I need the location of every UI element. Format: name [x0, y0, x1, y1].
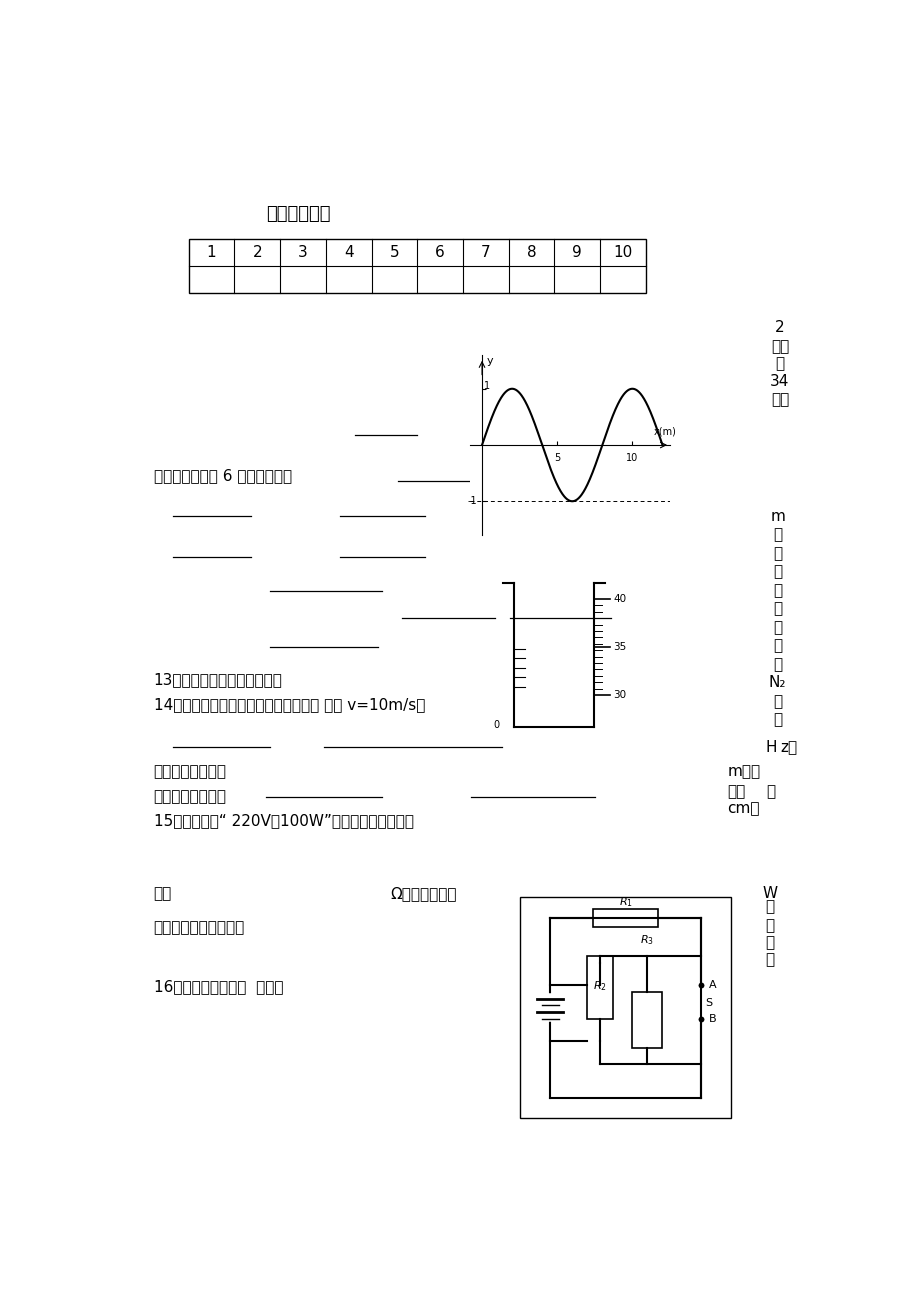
Text: $R_2$: $R_2$ — [592, 980, 606, 993]
Text: 15．一个标有“ 220V，100W”的灯泡，该电灯的电: 15．一个标有“ 220V，100W”的灯泡，该电灯的电 — [153, 813, 414, 829]
Text: ；: ； — [772, 527, 781, 543]
Text: W: W — [762, 886, 777, 902]
Text: 分）: 分） — [770, 392, 789, 407]
Bar — [586, 956, 612, 1019]
Text: N₂: N₂ — [768, 675, 786, 691]
Text: 4: 4 — [344, 246, 353, 260]
Text: 10: 10 — [626, 454, 638, 463]
Text: m: m — [769, 509, 784, 524]
Bar — [188, 239, 645, 293]
Text: $R_1$: $R_1$ — [618, 895, 631, 908]
Text: 质点振动的振幅是: 质点振动的振幅是 — [153, 790, 226, 804]
Text: 罗: 罗 — [772, 619, 781, 635]
Text: 5: 5 — [389, 246, 399, 260]
Text: 阿: 阿 — [772, 546, 781, 561]
Text: 选择题答题卡: 选择题答题卡 — [266, 204, 330, 222]
Text: 16．改变物体内能的  方法有: 16．改变物体内能的 方法有 — [153, 978, 283, 994]
Text: cm。: cm。 — [726, 801, 759, 816]
Text: 伽: 伽 — [772, 583, 781, 598]
Text: 伏: 伏 — [772, 565, 781, 579]
Text: 。: 。 — [772, 712, 781, 727]
Text: 为: 为 — [772, 693, 781, 709]
Text: 2: 2 — [252, 246, 262, 260]
Text: 7: 7 — [481, 246, 490, 260]
Text: 方: 方 — [765, 952, 774, 968]
Text: 两: 两 — [765, 919, 774, 934]
Text: 常: 常 — [772, 639, 781, 653]
Text: Ω，额定功率为: Ω，额定功率为 — [390, 886, 456, 902]
Text: z，: z， — [779, 740, 796, 755]
Text: 种: 种 — [765, 935, 774, 951]
Text: A: A — [709, 980, 716, 990]
Text: 1: 1 — [483, 381, 490, 390]
Text: 9: 9 — [572, 246, 582, 260]
Text: 1: 1 — [207, 246, 216, 260]
Text: 8: 8 — [527, 246, 536, 260]
Text: 分，: 分， — [770, 338, 789, 354]
Text: 40: 40 — [613, 595, 626, 604]
Text: 这列波的波长等于: 这列波的波长等于 — [153, 765, 226, 779]
Text: ，: ， — [766, 785, 775, 799]
Text: 2: 2 — [775, 320, 784, 334]
Text: x(m): x(m) — [653, 427, 676, 437]
Bar — [593, 908, 657, 926]
Text: m，频: m，频 — [726, 765, 759, 779]
Bar — [631, 991, 662, 1049]
Text: 3: 3 — [298, 246, 308, 260]
Text: 0: 0 — [493, 721, 499, 730]
Text: 。: 。 — [765, 899, 774, 915]
Text: 二．填空题（共 6 个小题，每空: 二．填空题（共 6 个小题，每空 — [153, 468, 291, 483]
Text: B: B — [709, 1013, 716, 1024]
Text: y: y — [486, 355, 493, 366]
Text: 阻是: 阻是 — [153, 886, 172, 902]
Text: 30: 30 — [613, 690, 626, 700]
Text: 35: 35 — [613, 641, 626, 652]
Text: 13．一般分子直径的数量级为: 13．一般分子直径的数量级为 — [153, 673, 282, 687]
Text: 共: 共 — [775, 356, 784, 372]
Text: 的电源上，实际功率为: 的电源上，实际功率为 — [153, 920, 244, 935]
Text: S: S — [704, 998, 711, 1008]
Text: 5: 5 — [553, 454, 560, 463]
Text: 率为: 率为 — [726, 785, 744, 799]
Text: 德: 德 — [772, 601, 781, 617]
Text: 6: 6 — [435, 246, 445, 260]
Text: -1: -1 — [468, 496, 477, 506]
Text: 34: 34 — [769, 375, 789, 389]
Text: $R_3$: $R_3$ — [640, 933, 653, 947]
Text: 14．右图表示某一时刻一列波的图象。 波速 v=10m/s，: 14．右图表示某一时刻一列波的图象。 波速 v=10m/s， — [153, 697, 425, 712]
Text: 数: 数 — [772, 657, 781, 671]
Text: H: H — [766, 740, 777, 755]
Text: 10: 10 — [613, 246, 632, 260]
